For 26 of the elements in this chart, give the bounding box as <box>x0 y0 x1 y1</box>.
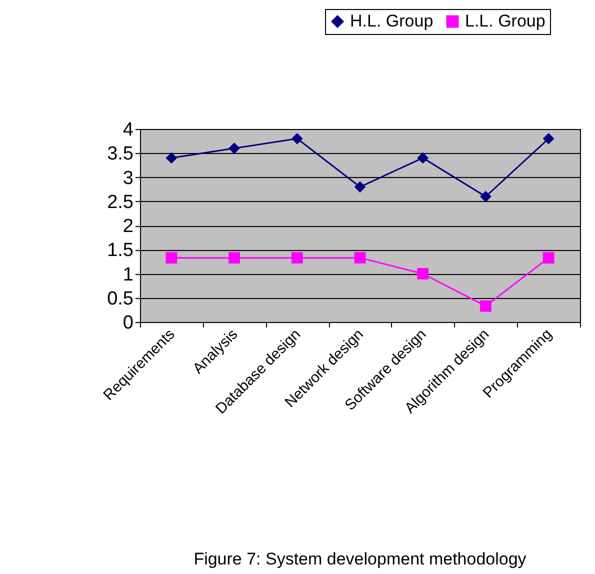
point <box>291 252 303 264</box>
point <box>228 142 240 154</box>
point <box>480 190 492 202</box>
point <box>542 132 554 144</box>
point <box>166 152 178 164</box>
y-tick-label: 1 <box>122 264 134 286</box>
point <box>354 252 366 264</box>
y-tick-label: 0.5 <box>107 288 134 310</box>
y-tick-label: 3 <box>122 168 134 189</box>
y-tick-label: 2 <box>122 216 134 237</box>
y-tick-label: 2.5 <box>107 192 134 213</box>
point <box>542 252 554 264</box>
point <box>228 252 240 264</box>
point <box>291 132 303 144</box>
point <box>166 252 178 264</box>
y-tick-label: 4 <box>122 120 134 140</box>
y-tick-label: 3.5 <box>107 144 134 165</box>
point <box>417 152 429 164</box>
y-tick-label: 0 <box>122 312 134 334</box>
point <box>480 300 492 312</box>
text: Figure 7: System development methodology <box>194 549 527 568</box>
legend-label: L.L. Group <box>465 12 546 31</box>
y-tick-label: 1.5 <box>107 240 134 262</box>
point <box>417 268 429 280</box>
legend-label: H.L. Group <box>350 12 434 31</box>
point <box>354 181 366 193</box>
